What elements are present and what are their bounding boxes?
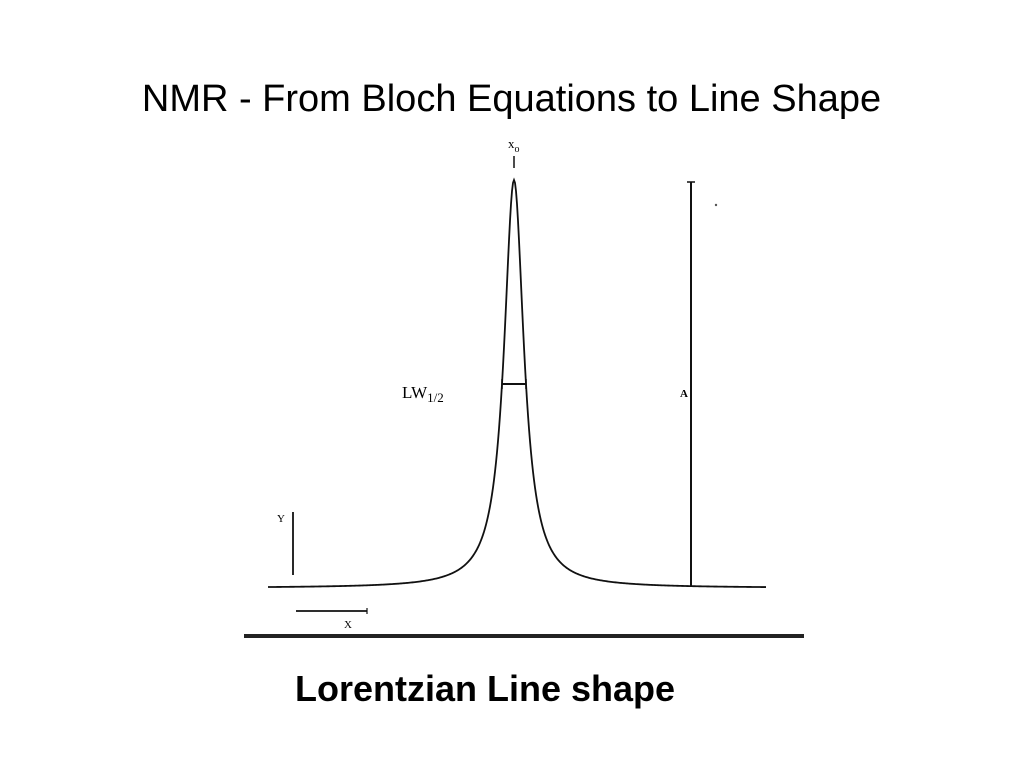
y-scale-label: Y <box>277 513 285 525</box>
scan-speck <box>714 203 718 207</box>
figure-caption: Lorentzian Line shape <box>294 668 676 709</box>
x-scale-label: X <box>344 619 352 631</box>
slide-title: NMR - From Bloch Equations to Line Shape <box>141 78 882 120</box>
amplitude-label: A <box>680 388 688 400</box>
peak-position-label: xo <box>508 136 520 155</box>
lorentzian-curve <box>267 177 767 588</box>
half-width-label: LW1/2 <box>402 383 444 405</box>
